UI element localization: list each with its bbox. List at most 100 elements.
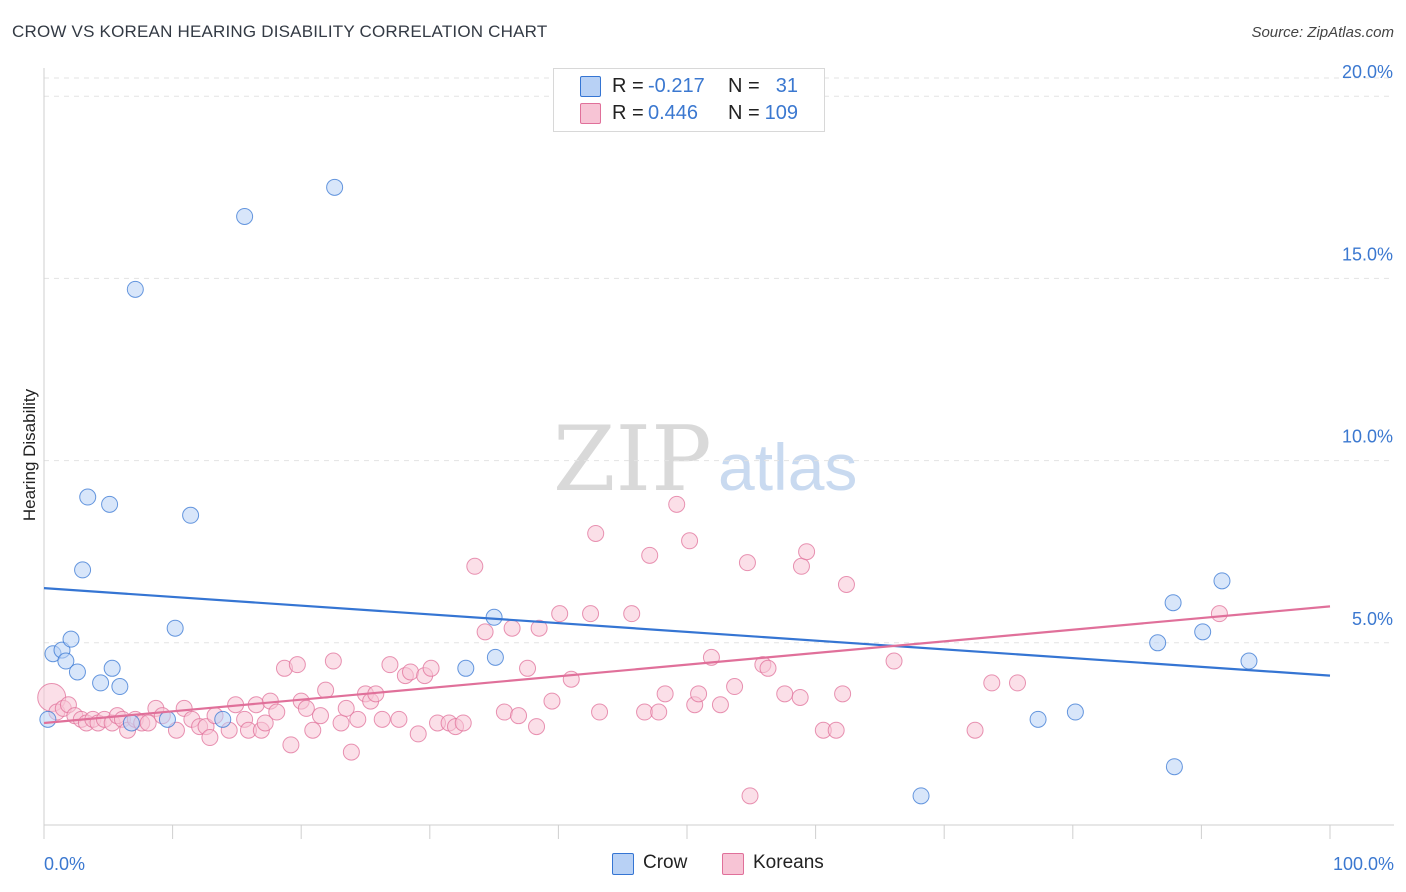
koreans-point	[885, 652, 903, 670]
x-tick-label-max: 100.0%	[1333, 854, 1394, 874]
koreans-point	[422, 659, 440, 677]
crow-point	[1213, 572, 1231, 590]
koreans-point	[623, 605, 641, 623]
crow-point	[158, 710, 176, 728]
crow-point	[79, 488, 97, 506]
koreans-point	[656, 685, 674, 703]
crow-point	[122, 714, 140, 732]
crow-point	[236, 207, 254, 225]
koreans-point	[966, 721, 984, 739]
crow-point	[126, 280, 144, 298]
koreans-point	[530, 619, 548, 637]
koreans-point	[681, 532, 699, 550]
watermark-atlas: atlas	[718, 430, 857, 504]
koreans-point	[519, 659, 537, 677]
legend-n-label: N =	[728, 75, 760, 97]
koreans-point	[409, 725, 427, 743]
koreans-point	[837, 576, 855, 594]
koreans-point	[983, 674, 1001, 692]
koreans-point	[503, 619, 521, 637]
crow-point	[57, 652, 75, 670]
koreans-point	[167, 721, 185, 739]
crow-point	[486, 648, 504, 666]
koreans-point	[543, 692, 561, 710]
koreans-point	[792, 557, 810, 575]
koreans-point	[342, 743, 360, 761]
koreans-point	[495, 703, 513, 721]
koreans-point	[834, 685, 852, 703]
koreans-point	[256, 714, 274, 732]
koreans-point	[690, 685, 708, 703]
trend-lines	[43, 587, 1331, 725]
crow-point	[74, 561, 92, 579]
koreans-point	[741, 787, 759, 805]
crow-point	[111, 678, 129, 696]
legend-label-koreans: Koreans	[753, 852, 824, 873]
source-label: Source: ZipAtlas.com	[1251, 24, 1394, 41]
koreans-point	[668, 495, 686, 513]
koreans-point	[311, 707, 329, 725]
legend-n-label: N =	[728, 102, 760, 124]
crow-point	[214, 710, 232, 728]
koreans-point	[373, 710, 391, 728]
koreans-point	[827, 721, 845, 739]
y-tick-label: 15.0%	[1342, 244, 1393, 264]
koreans-point	[587, 524, 605, 542]
koreans-point	[528, 718, 546, 736]
legend-n-value: 109	[764, 102, 798, 124]
crow-point	[1066, 703, 1084, 721]
crow-point	[1194, 623, 1212, 641]
crow-point	[1029, 710, 1047, 728]
koreans-point	[349, 710, 367, 728]
y-tick-label: 20.0%	[1342, 62, 1393, 82]
koreans-point	[402, 663, 420, 681]
y-tick-label: 5.0%	[1352, 609, 1393, 629]
koreans-point	[798, 543, 816, 561]
crow-point	[39, 710, 57, 728]
koreans-point	[317, 681, 335, 699]
crow-point	[166, 619, 184, 637]
crow-point	[326, 178, 344, 196]
crow-point	[103, 659, 121, 677]
koreans-swatch	[580, 103, 601, 124]
koreans-point	[476, 623, 494, 641]
crow-point	[457, 659, 475, 677]
koreans-point	[711, 696, 729, 714]
koreans-point	[381, 656, 399, 674]
koreans-point	[636, 703, 654, 721]
crow-point	[1149, 634, 1167, 652]
crow-point	[62, 630, 80, 648]
koreans-point	[650, 703, 668, 721]
koreans-point	[390, 710, 408, 728]
koreans-point	[791, 688, 809, 706]
crow-swatch	[580, 76, 601, 97]
crow-point	[182, 506, 200, 524]
crow-trend-line	[43, 587, 1331, 677]
crow-point	[912, 787, 930, 805]
koreans-point	[1210, 605, 1228, 623]
crow-point	[101, 495, 119, 513]
koreans-point	[268, 703, 286, 721]
koreans-point	[454, 714, 472, 732]
koreans-point	[551, 605, 569, 623]
koreans-point	[324, 652, 342, 670]
koreans-point	[304, 721, 322, 739]
koreans-point	[776, 685, 794, 703]
koreans-point	[297, 699, 315, 717]
legend-r-label: R =	[612, 75, 644, 97]
koreans-point	[288, 656, 306, 674]
koreans-point	[738, 554, 756, 572]
legend-r-value: -0.217	[648, 75, 705, 97]
koreans-point	[337, 699, 355, 717]
correlation-legend: R = -0.217 N = 31 R = 0.446 N = 109	[553, 68, 825, 132]
watermark-zip: ZIP	[553, 407, 712, 512]
crow-point	[92, 674, 110, 692]
koreans-point	[510, 707, 528, 725]
koreans-point	[1009, 674, 1027, 692]
koreans-point	[201, 729, 219, 747]
legend-r-label: R =	[612, 102, 644, 124]
data-points	[37, 178, 1258, 805]
koreans-point	[759, 659, 777, 677]
koreans-point	[591, 703, 609, 721]
